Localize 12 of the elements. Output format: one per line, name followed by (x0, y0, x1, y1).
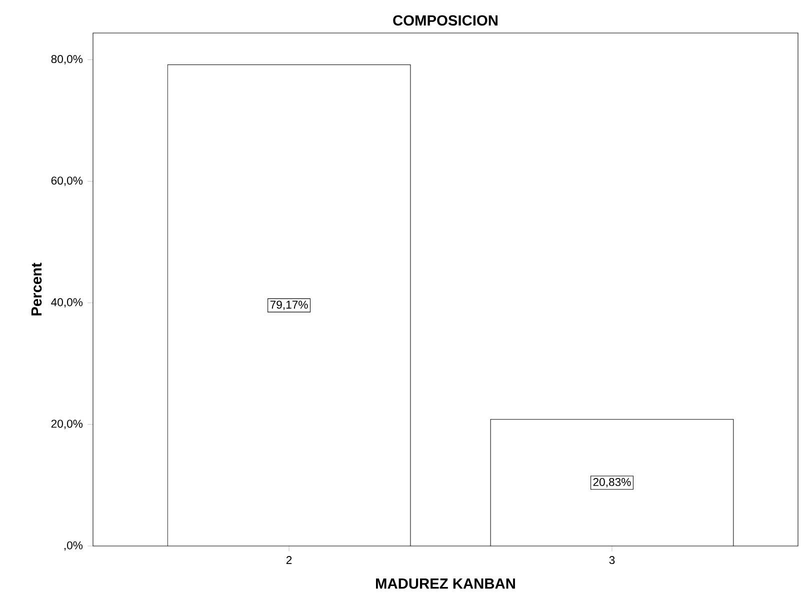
y-tick-label: 60,0% (51, 176, 83, 186)
y-axis-title: Percent (31, 262, 42, 316)
x-tick-label: 2 (286, 556, 292, 564)
y-tick-label: ,0% (64, 541, 83, 551)
data-label: 79,17% (270, 300, 308, 310)
y-tick-label: 80,0% (51, 55, 83, 64)
y-tick-label: 40,0% (51, 298, 83, 308)
chart-title: COMPOSICION (393, 15, 498, 26)
y-tick-label: 20,0% (51, 420, 83, 430)
data-label: 20,83% (593, 478, 631, 488)
x-tick-label: 3 (609, 556, 615, 564)
x-axis-title: MADUREZ KANBAN (376, 578, 515, 589)
